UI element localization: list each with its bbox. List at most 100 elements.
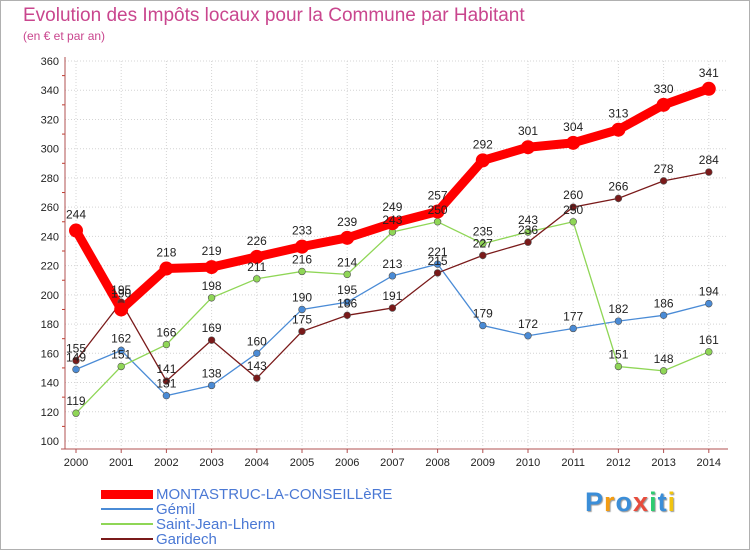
legend-swatch: [101, 508, 153, 510]
data-label: 190: [292, 290, 312, 304]
data-point-3: [388, 304, 397, 312]
data-label: 213: [382, 257, 402, 271]
chart-subtitle: (en € et par an): [23, 29, 106, 43]
y-tick-label: 180: [41, 319, 59, 331]
logo-letter: r: [604, 487, 616, 517]
data-point-3: [705, 168, 713, 176]
data-label: 244: [66, 208, 86, 222]
data-label: 266: [608, 179, 628, 193]
data-point-1: [433, 260, 442, 268]
y-tick-label: 220: [41, 261, 59, 273]
data-label: 257: [428, 189, 448, 203]
data-label: 221: [428, 245, 448, 259]
data-point-1: [162, 391, 171, 400]
data-point-main: [656, 97, 671, 112]
data-label: 175: [292, 312, 312, 326]
data-point-main: [611, 122, 626, 137]
data-label: 214: [337, 255, 357, 269]
data-label: 155: [66, 342, 86, 356]
legend-label: Saint-Jean-Lherm: [156, 516, 276, 533]
data-label: 292: [473, 137, 493, 151]
y-tick-label: 240: [41, 231, 59, 243]
data-label: 194: [699, 285, 719, 299]
data-point-2: [524, 228, 532, 236]
data-point-1: [253, 349, 261, 358]
data-label: 149: [66, 350, 86, 364]
data-label: 216: [292, 252, 312, 266]
legend-label: Gémil: [156, 501, 196, 518]
y-tick-label: 100: [41, 436, 59, 448]
data-label: 226: [247, 234, 267, 248]
data-point-3: [162, 377, 171, 385]
data-point-main: [521, 140, 535, 155]
data-point-2: [614, 362, 623, 371]
data-point-main: [340, 230, 355, 245]
data-label: 172: [518, 317, 538, 331]
x-tick-label: 2006: [335, 457, 359, 469]
data-point-1: [524, 332, 532, 340]
data-label: 195: [111, 283, 131, 297]
data-point-1: [298, 305, 306, 314]
data-label: 219: [202, 244, 222, 258]
proxiti-logo: Proxiti: [585, 487, 676, 518]
data-label: 148: [654, 352, 674, 366]
data-point-1: [479, 321, 487, 330]
y-tick-label: 360: [41, 56, 59, 68]
data-point-1: [659, 311, 668, 320]
data-point-3: [72, 356, 80, 365]
x-tick-label: 2007: [380, 457, 404, 469]
data-label: 236: [518, 223, 538, 237]
data-label: 191: [382, 289, 402, 303]
x-tick-label: 2008: [425, 457, 449, 469]
legend-swatch: [101, 538, 153, 540]
data-label: 179: [473, 307, 493, 321]
data-label: 162: [111, 331, 131, 345]
logo-letter: t: [657, 487, 668, 517]
data-point-2: [479, 239, 487, 248]
data-point-1: [117, 346, 125, 355]
data-point-2: [343, 270, 351, 279]
data-label: 235: [473, 225, 493, 239]
chart-title: Evolution des Impôts locaux pour la Comm…: [23, 5, 525, 26]
data-label: 182: [608, 302, 628, 316]
data-point-2: [207, 294, 216, 302]
data-label: 243: [518, 213, 538, 227]
data-point-3: [524, 238, 532, 246]
data-label: 169: [202, 321, 222, 335]
x-tick-label: 2001: [109, 457, 133, 469]
data-point-main: [249, 249, 264, 264]
y-tick-label: 320: [41, 114, 59, 126]
data-label: 190: [111, 286, 131, 300]
data-point-3: [343, 311, 351, 320]
legend-label: MONTASTRUC-LA-CONSEILLèRE: [156, 486, 393, 503]
data-label: 233: [292, 224, 312, 238]
legend-swatch: [101, 489, 153, 499]
data-point-3: [659, 177, 668, 185]
legend-swatch: [101, 523, 153, 525]
data-point-3: [569, 203, 577, 211]
x-tick-label: 2014: [697, 457, 721, 469]
data-point-3: [298, 327, 306, 336]
data-point-2: [117, 362, 125, 371]
data-point-2: [298, 267, 306, 276]
data-label: 250: [563, 203, 583, 217]
data-point-main: [204, 260, 219, 275]
data-label: 141: [156, 362, 176, 376]
data-point-2: [72, 409, 80, 417]
data-label: 138: [202, 366, 222, 380]
data-point-1: [343, 298, 351, 306]
data-point-1: [207, 381, 216, 390]
logo-letter: x: [633, 487, 650, 517]
data-point-1: [614, 317, 623, 325]
data-label: 166: [156, 326, 176, 340]
data-label: 239: [337, 215, 357, 229]
data-point-2: [253, 275, 261, 283]
data-label: 218: [156, 246, 176, 260]
x-tick-label: 2003: [199, 457, 223, 469]
data-point-2: [705, 348, 713, 356]
data-label: 186: [337, 296, 357, 310]
data-label: 161: [699, 333, 719, 347]
